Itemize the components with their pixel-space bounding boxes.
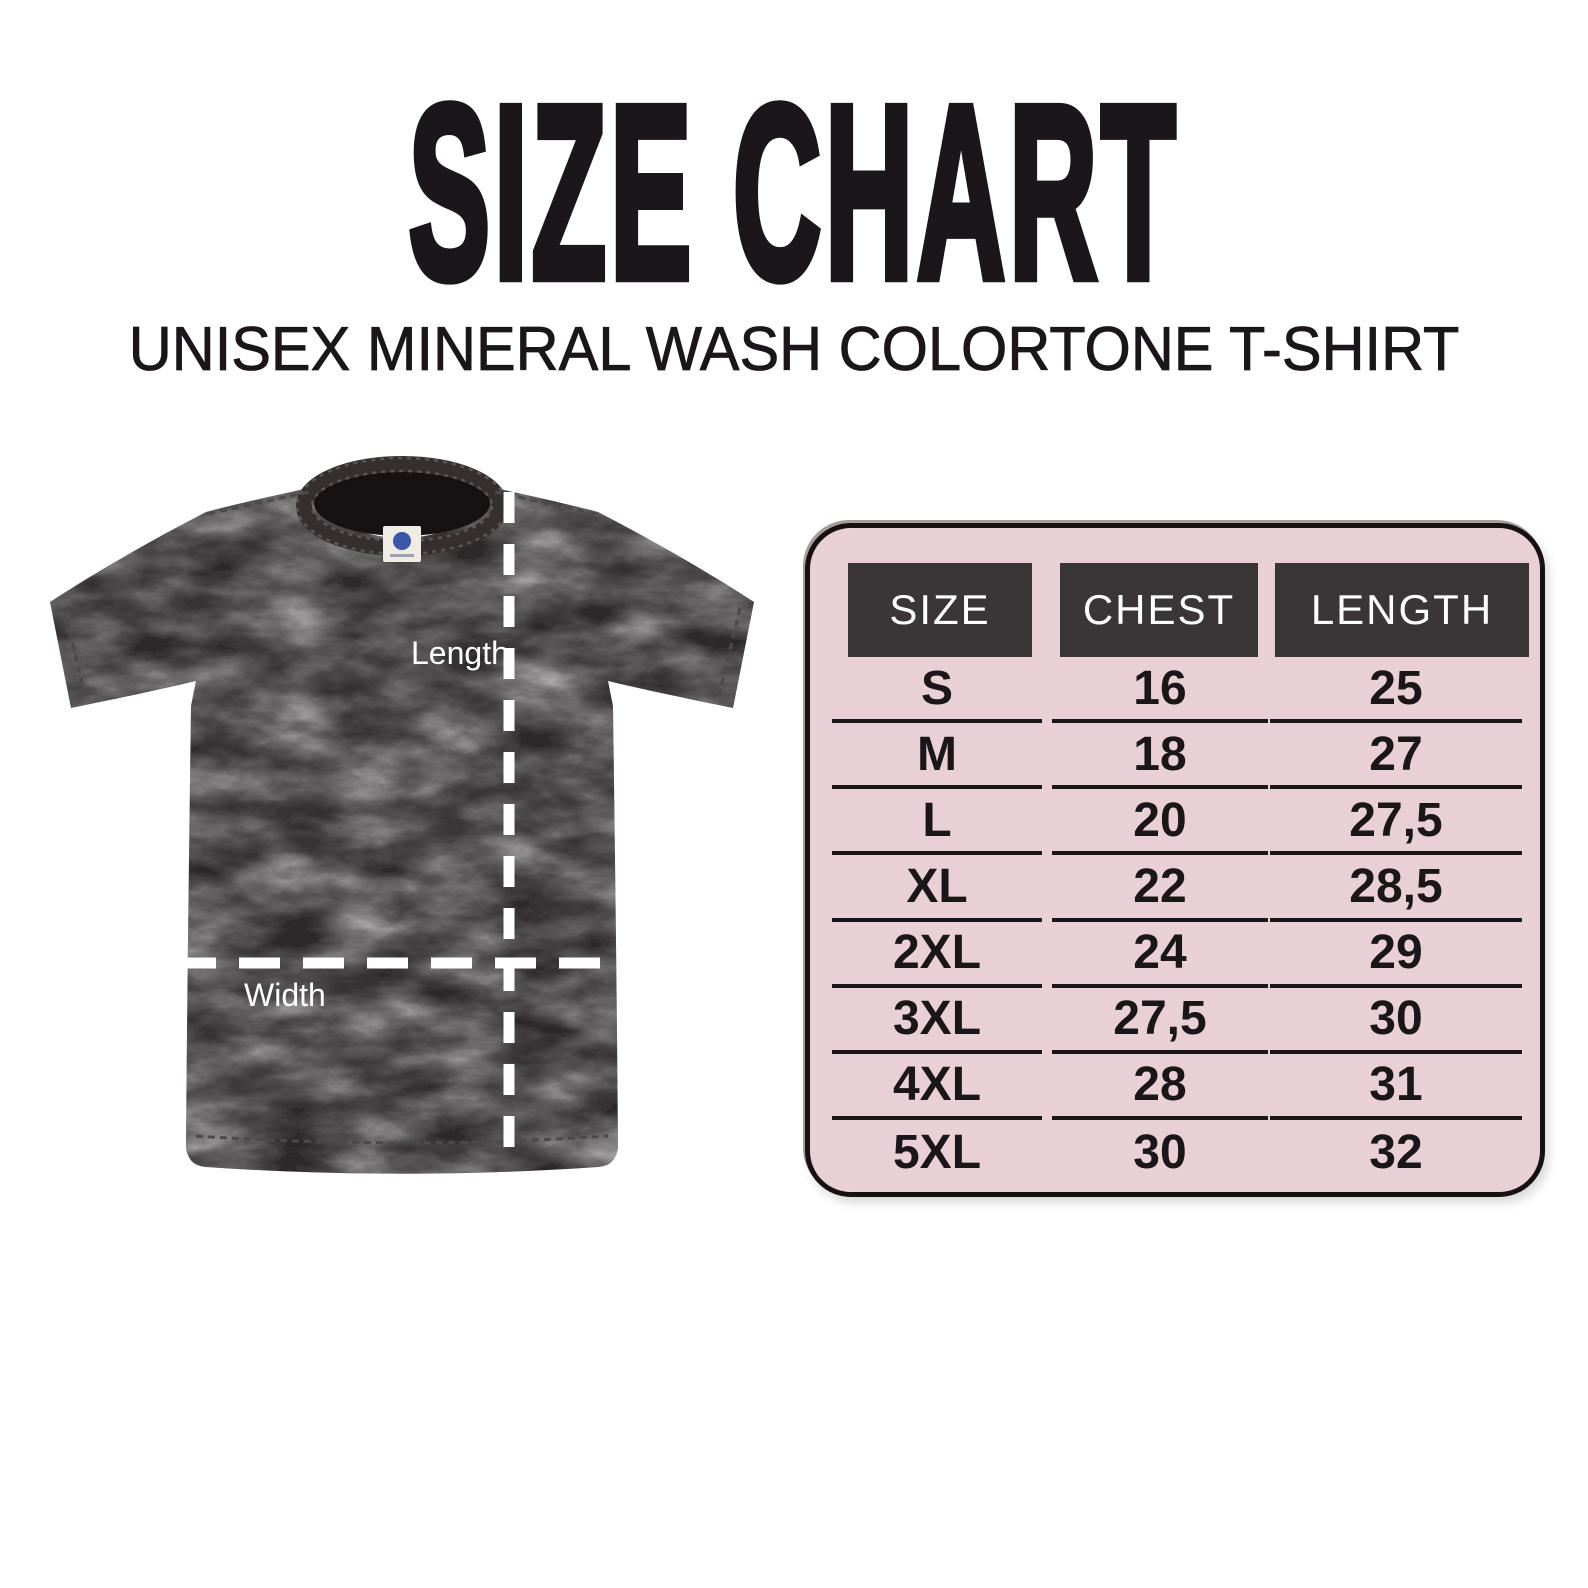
table-cell: 25 <box>1270 657 1522 724</box>
table-cell: 16 <box>1052 657 1268 724</box>
table-cell: 32 <box>1369 1126 1423 1180</box>
table-cell: 4XL <box>832 1054 1042 1120</box>
table-cell: XL <box>832 855 1042 922</box>
page-subtitle-row: UNISEX MINERAL WASH COLORTONE T-SHIRT <box>0 315 1588 384</box>
size-table-rows: S 16 25 M 18 27 L 20 27,5 XL 22 28,5 2XL 24 29 3XL 27,5 3… <box>810 657 1540 1186</box>
table-row: XL 22 28,5 <box>810 855 1540 922</box>
table-cell: S <box>832 657 1042 724</box>
brand-tag <box>383 526 421 562</box>
table-cell: 5XL <box>892 1126 982 1180</box>
table-cell: 3XL <box>832 988 1042 1054</box>
cuff-seam-right <box>716 607 742 701</box>
column-header-size: SIZE <box>848 563 1032 657</box>
table-cell: 20 <box>1052 789 1268 856</box>
table-cell: 31 <box>1270 1054 1522 1120</box>
table-cell: 2XL <box>832 922 1042 988</box>
table-cell: 29 <box>1270 922 1522 988</box>
table-row: L 20 27,5 <box>810 789 1540 856</box>
length-label: Length <box>411 635 509 671</box>
column-header-chest: CHEST <box>1060 563 1258 657</box>
table-cell: L <box>832 789 1042 856</box>
page-title: SIZE CHART <box>406 53 1180 331</box>
table-cell: 27 <box>1270 723 1522 790</box>
size-table: SIZE CHEST LENGTH S 16 25 M 18 27 L 20 27,5 XL 22 2… <box>805 523 1545 1197</box>
table-cell: 30 <box>1270 988 1522 1054</box>
table-cell: 27,5 <box>1270 789 1522 856</box>
shoulder-seam-left <box>207 490 310 516</box>
width-label: Width <box>244 977 326 1013</box>
table-row: 5XL 30 32 <box>810 1120 1540 1186</box>
cuff-seam-left <box>62 607 88 701</box>
table-cell: 28,5 <box>1270 855 1522 922</box>
hem-seam <box>195 1134 609 1145</box>
collar-opening <box>314 470 490 536</box>
page-subtitle: UNISEX MINERAL WASH COLORTONE T-SHIRT <box>128 315 1460 384</box>
table-row: 2XL 24 29 <box>810 922 1540 988</box>
table-cell: 28 <box>1052 1054 1268 1120</box>
table-row: 4XL 28 31 <box>810 1054 1540 1120</box>
table-cell: 27,5 <box>1052 988 1268 1054</box>
column-header-length: LENGTH <box>1275 563 1529 657</box>
table-cell: M <box>832 723 1042 790</box>
table-cell: 30 <box>1133 1126 1187 1180</box>
table-cell: 22 <box>1052 855 1268 922</box>
table-row: M 18 27 <box>810 723 1540 790</box>
page-title-row: SIZE CHART <box>0 64 1588 321</box>
table-cell: 24 <box>1052 922 1268 988</box>
table-row: 3XL 27,5 30 <box>810 988 1540 1054</box>
table-row: S 16 25 <box>810 657 1540 724</box>
table-cell: 18 <box>1052 723 1268 790</box>
